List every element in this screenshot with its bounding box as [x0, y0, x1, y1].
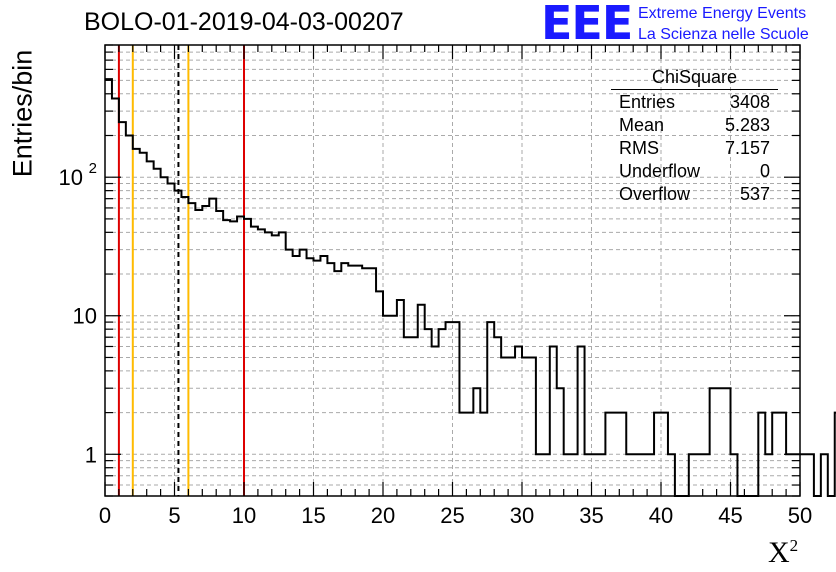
stats-row-overflow: Overflow 537 — [611, 182, 778, 205]
y-tick-label: 10 — [59, 165, 83, 190]
run-title: BOLO-01-2019-04-03-00207 — [84, 8, 404, 36]
histogram-line — [105, 78, 836, 497]
x-tick-label: 50 — [788, 503, 812, 528]
y-tick-label-exponent: 2 — [89, 160, 97, 177]
x-tick-label: 0 — [99, 503, 111, 528]
eee-logo: EEE Extreme Energy Events La Scienza nel… — [541, 0, 833, 50]
logo-line-1: Extreme Energy Events — [638, 5, 807, 22]
reference-lines — [117, 45, 245, 496]
x-tick-label: 20 — [371, 503, 395, 528]
x-tick-label: 25 — [440, 503, 464, 528]
stats-label: Mean — [619, 115, 665, 135]
x-axis-label: X2 — [768, 536, 799, 569]
stats-row-mean: Mean 5.283 — [611, 113, 778, 136]
stats-row-entries: Entries 3408 — [611, 90, 778, 113]
stats-title: ChiSquare — [611, 66, 778, 90]
grid-layer — [105, 45, 800, 496]
logo-letters: EEE — [541, 0, 633, 50]
stats-row-rms: RMS 7.157 — [611, 136, 778, 159]
x-tick-label: 10 — [232, 503, 256, 528]
stats-label: Underflow — [619, 161, 701, 181]
stats-row-underflow: Underflow 0 — [611, 159, 778, 182]
y-axis-label: Entries/bin — [7, 49, 38, 178]
stats-value: 3408 — [729, 92, 770, 112]
y-tick-label: 1 — [85, 442, 97, 467]
stats-label: Entries — [619, 92, 676, 112]
x-tick-label: 30 — [510, 503, 534, 528]
x-tick-label: 45 — [718, 503, 742, 528]
histogram-layer — [105, 78, 836, 497]
stats-box: ChiSquare Entries 3408 Mean 5.283 RMS 7.… — [611, 66, 778, 205]
axes-layer: 0 5 10 15 20 25 30 35 40 45 50 1 10 10 2 — [59, 44, 812, 528]
stats-value: 0 — [759, 161, 770, 181]
stats-value: 7.157 — [724, 138, 770, 158]
stats-label: Overflow — [619, 184, 691, 204]
x-tick-label: 40 — [649, 503, 673, 528]
stats-label: RMS — [619, 138, 659, 158]
y-tick-label: 10 — [73, 304, 97, 329]
stats-value: 537 — [739, 184, 770, 204]
x-tick-label: 15 — [301, 503, 325, 528]
logo-line-2: La Scienza nelle Scuole — [638, 26, 809, 43]
x-tick-label: 5 — [168, 503, 180, 528]
x-tick-label: 35 — [579, 503, 603, 528]
stats-value: 5.283 — [724, 115, 770, 135]
